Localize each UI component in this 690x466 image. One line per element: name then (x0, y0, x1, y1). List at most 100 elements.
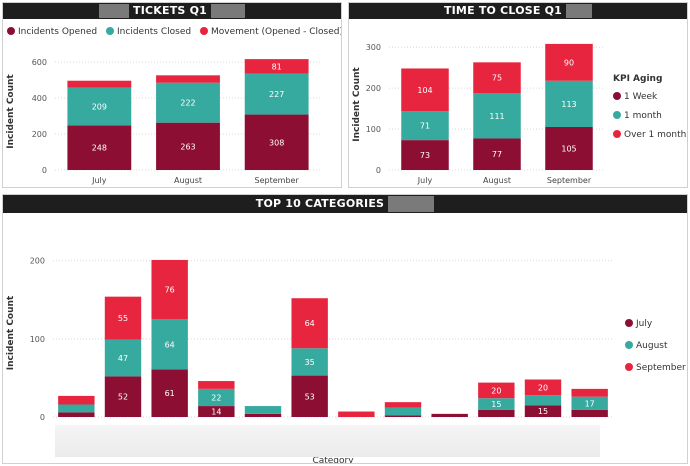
data-label: 222 (180, 99, 195, 108)
data-label: 227 (269, 90, 284, 99)
legend-item-1-week[interactable]: 1 Week (613, 92, 686, 102)
legend-item-1-month[interactable]: 1 month (613, 111, 686, 121)
bar-segment-incidents-opened (156, 122, 220, 170)
legend-item-closed[interactable]: Incidents Closed (106, 27, 191, 37)
legend-dot (7, 27, 15, 35)
data-label: 308 (269, 138, 284, 147)
data-label: 15 (538, 407, 548, 416)
bar-segment-september (524, 379, 562, 396)
bar-segment-movement-opened-closed- (156, 75, 220, 83)
bar-segment-september (104, 296, 142, 340)
bar-segment-1-week (401, 140, 449, 170)
ttc-panel: TIME TO CLOSE Q1 0 100 200 300 Incident Coun… (348, 2, 688, 188)
tickets-title: TICKETS Q1 (133, 4, 207, 17)
bar-segment-1-month (473, 93, 521, 139)
data-label: 81 (272, 62, 282, 71)
y-tick-label: 400 (32, 94, 47, 103)
y-tick-label: 100 (30, 335, 45, 344)
data-label: 111 (489, 112, 504, 121)
top10-panel: TOP 10 CATEGORIES 0 100 200 Incident Count 5… (2, 194, 688, 464)
x-tick-label: August (483, 176, 511, 185)
bar-segment-july (384, 415, 422, 417)
data-label: 64 (305, 319, 315, 328)
legend-title: KPI Aging (613, 74, 663, 84)
bar-segment-august (478, 398, 515, 410)
bar-segment-september (478, 382, 515, 399)
data-label: 73 (420, 151, 430, 160)
y-tick-label: 300 (366, 43, 381, 52)
data-label: 22 (211, 393, 221, 402)
data-label: 113 (561, 100, 576, 109)
legend-dot (613, 111, 621, 119)
category-labels-redacted (55, 425, 600, 457)
data-label: 104 (417, 86, 432, 95)
legend-item-opened[interactable]: Incidents Opened (7, 27, 97, 37)
bar-segment-september (571, 388, 608, 397)
x-tick-label: September (255, 176, 300, 185)
top10-header: TOP 10 CATEGORIES (3, 195, 687, 213)
data-label: 52 (118, 393, 128, 402)
data-label: 20 (538, 383, 548, 392)
y-axis-title: Incident Count (6, 74, 16, 149)
bar-segment-july (244, 413, 282, 417)
bar-segment-september (151, 259, 188, 320)
y-axis-title: Incident Count (6, 295, 16, 370)
ttc-header: TIME TO CLOSE Q1 (349, 3, 687, 19)
bar-segment-july (478, 409, 515, 417)
bar-segment-august (524, 395, 562, 406)
bar-segment-july (291, 375, 328, 417)
data-label: 61 (165, 389, 175, 398)
tickets-panel: TICKETS Q1 Incidents Opened Incidents Cl… (2, 2, 342, 188)
data-label: 14 (211, 408, 221, 417)
ttc-chart: 0 100 200 300 Incident Count 73 71 104 July 77 111… (352, 43, 605, 185)
bar-segment-july (198, 406, 235, 417)
y-tick-label: 0 (376, 166, 381, 175)
x-tick-label: July (417, 176, 433, 185)
legend-item-movement[interactable]: Movement (Opened - Closed) (199, 27, 342, 37)
bar-segment-july (58, 412, 95, 417)
bar-segment-september (291, 298, 328, 349)
bar-segment-over-1-month (401, 68, 449, 112)
bar-segment-august (571, 396, 608, 410)
bar-segment-incidents-closed (244, 73, 309, 115)
legend-label: September (636, 363, 686, 373)
bar-segment-incidents-closed (156, 82, 220, 123)
y-tick-label: 600 (32, 58, 47, 67)
top10-title: TOP 10 CATEGORIES (255, 197, 385, 210)
bar-segment-september (198, 381, 235, 389)
legend-label: August (636, 341, 668, 351)
data-label: 248 (92, 144, 107, 153)
legend-item-august[interactable]: August (625, 341, 686, 351)
y-tick-label: 200 (32, 130, 47, 139)
legend-item-july[interactable]: July (625, 319, 686, 329)
data-label: 15 (491, 400, 501, 409)
top10-legend: July August September (625, 319, 686, 382)
data-label: 17 (585, 399, 595, 408)
bar-segment-august (104, 339, 142, 377)
bar-segment-1-month (545, 80, 593, 128)
bar-segment-july (151, 369, 188, 417)
x-tick-label: July (91, 176, 107, 185)
legend-item-september[interactable]: September (625, 363, 686, 373)
data-label: 71 (420, 122, 430, 131)
bar-segment-july (104, 376, 142, 417)
bar-segment-over-1-month (473, 62, 521, 94)
legend-item-over-1-month[interactable]: Over 1 month (613, 130, 686, 140)
data-label: 47 (118, 354, 128, 363)
data-label: 53 (305, 392, 315, 401)
bar-segment-august (58, 404, 95, 413)
data-label: 90 (564, 58, 574, 67)
legend-dot (625, 341, 633, 349)
redacted-block (566, 4, 593, 18)
legend-label: Movement (Opened - Closed) (210, 27, 342, 37)
bar-segment-august (198, 388, 235, 407)
ttc-title: TIME TO CLOSE Q1 (443, 4, 563, 17)
data-label: 35 (305, 358, 315, 367)
tickets-header: TICKETS Q1 (3, 3, 341, 19)
bar-segment-incidents-opened (244, 114, 309, 170)
legend-dot (106, 27, 115, 35)
legend-label: Incidents Opened (18, 27, 98, 37)
data-label: 77 (492, 150, 502, 159)
y-tick-label: 200 (30, 257, 45, 266)
legend-dot (199, 27, 208, 35)
